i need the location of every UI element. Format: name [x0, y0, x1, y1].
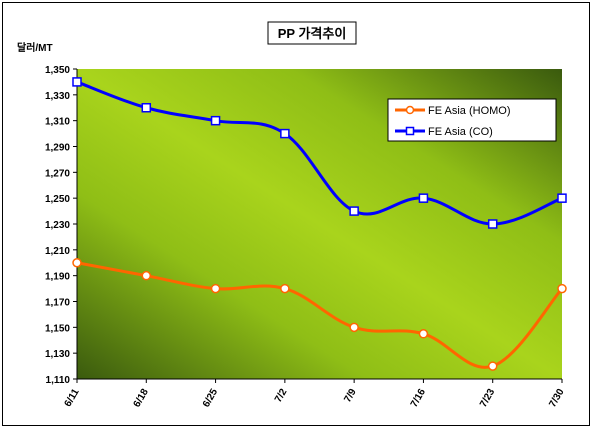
chart-frame: PP 가격추이 달러/MT 1,110 1,130 1,150 1,170 1,190 1…: [2, 2, 590, 426]
legend-marker-homo: [405, 105, 415, 115]
chart-title-box: [267, 21, 357, 45]
y-tick-label: 1,210: [45, 246, 70, 257]
legend-box: [387, 98, 557, 142]
data-point-homo: [418, 329, 429, 339]
y-tick-label: 1,150: [45, 323, 70, 334]
data-point-homo: [141, 270, 152, 281]
data-point-homo: [349, 322, 359, 333]
y-tick-label: 1,130: [45, 349, 70, 360]
legend: FE Asia (HOMO) FE Asia (CO): [387, 98, 557, 142]
data-point-co: [349, 206, 359, 216]
data-point-co: [141, 103, 152, 113]
x-tick-label: 6/11: [63, 387, 82, 409]
y-tick-label: 1,250: [45, 194, 70, 205]
chart-title: PP 가격추이: [278, 26, 347, 41]
x-tick-label: 7/2: [273, 387, 290, 405]
y-tick-label: 1,310: [45, 117, 70, 128]
data-point-co: [210, 115, 221, 126]
series-layer: [72, 77, 567, 371]
data-point-homo: [72, 258, 82, 268]
y-tick-label: 1,230: [45, 220, 70, 231]
y-tick-label: 1,330: [45, 91, 70, 102]
data-point-homo: [557, 283, 567, 294]
x-tick-label: 6/18: [132, 387, 151, 410]
data-point-homo: [210, 283, 221, 294]
y-tick-label: 1,170: [45, 298, 70, 309]
chart: PP 가격추이 달러/MT 1,110 1,130 1,150 1,170 1,190 1…: [17, 21, 567, 410]
data-point-homo: [487, 361, 498, 371]
x-tick-label: 7/9: [342, 387, 359, 405]
legend-marker-co: [405, 126, 415, 136]
data-point-co: [557, 193, 567, 203]
data-point-co: [72, 77, 82, 87]
data-point-co: [487, 219, 498, 229]
x-tick-label: 6/25: [201, 387, 220, 410]
data-point-homo: [280, 283, 290, 294]
y-axis-label: 달러/MT: [17, 41, 53, 54]
data-point-co: [418, 193, 429, 203]
x-tick-label: 7/16: [409, 387, 428, 410]
x-tick-label: 7/30: [547, 387, 566, 410]
y-tick-label: 1,190: [45, 272, 70, 283]
series-line-co: [76, 80, 563, 226]
y-tick-label: 1,290: [45, 143, 70, 154]
data-point-co: [280, 128, 290, 139]
legend-label-homo: FE Asia (HOMO): [428, 105, 511, 117]
x-tick-label: 7/23: [478, 387, 497, 410]
y-tick-label: 1,350: [45, 65, 70, 76]
y-tick-label: 1,270: [45, 168, 70, 179]
y-tick-label: 1,110: [46, 375, 71, 386]
legend-label-co: FE Asia (CO): [428, 126, 493, 138]
